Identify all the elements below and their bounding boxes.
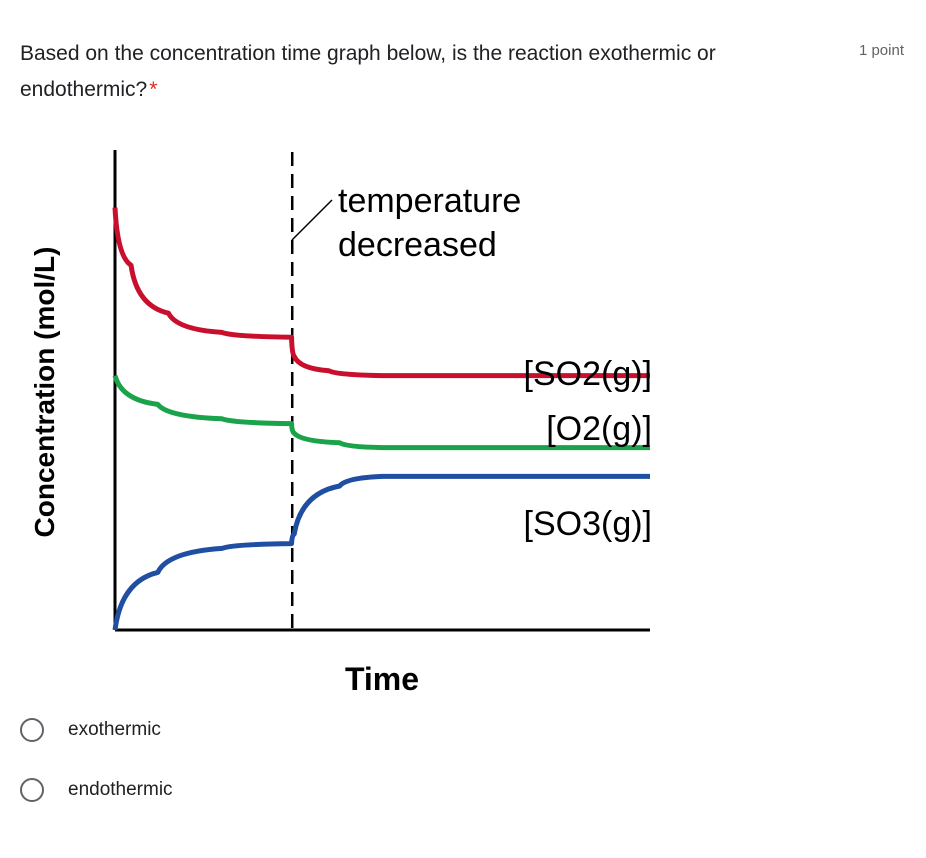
x-axis-label: Time (345, 661, 419, 697)
question-text: Based on the concentration time graph be… (20, 36, 820, 108)
annotation-pointer (291, 199, 333, 241)
concentration-time-chart: [SO2(g)] [O2(g)] [SO3(g)] Concentration (mo… (29, 150, 652, 697)
series-label-1: [O2(g)] (546, 410, 652, 448)
series-line-1 (112, 374, 650, 451)
y-axis-label: Concentration (mol/L) (29, 247, 60, 538)
question-title: Based on the concentration time graph be… (20, 42, 716, 101)
option-exothermic-label: exothermic (68, 719, 161, 740)
option-endothermic-label: endothermic (68, 779, 173, 800)
annotation-line1: temperature (338, 182, 521, 220)
required-asterisk: * (149, 78, 158, 101)
option-endothermic[interactable]: endothermic (20, 778, 173, 802)
series-label-0: [SO2(g)] (524, 355, 652, 393)
series-line-0 (112, 207, 650, 379)
series-label-2: [SO3(g)] (524, 505, 652, 543)
radio-endothermic[interactable] (20, 778, 44, 802)
radio-exothermic[interactable] (20, 718, 44, 742)
series-line-2 (112, 473, 650, 631)
option-exothermic[interactable]: exothermic (20, 718, 161, 742)
annotation-line2: decreased (338, 226, 497, 264)
points-label: 1 point (858, 42, 904, 59)
